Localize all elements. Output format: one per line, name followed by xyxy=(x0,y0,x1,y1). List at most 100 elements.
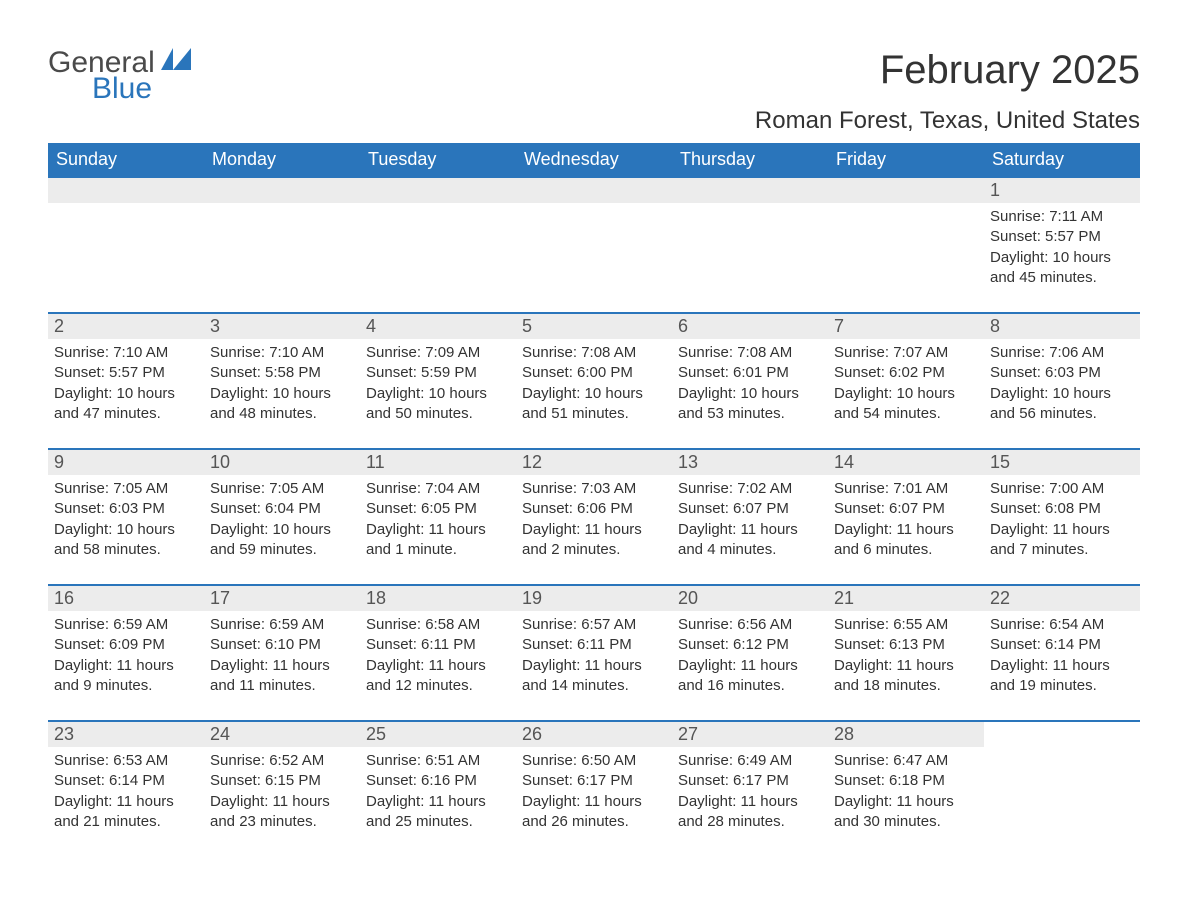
sunset-text: Sunset: 6:03 PM xyxy=(54,499,198,519)
day-number: 12 xyxy=(516,450,672,475)
day-details: Sunrise: 7:05 AMSunset: 6:04 PMDaylight:… xyxy=(204,475,360,566)
daylight-text: Daylight: 10 hours and 47 minutes. xyxy=(54,384,198,425)
daylight-text: Daylight: 11 hours and 18 minutes. xyxy=(834,656,978,697)
sunrise-text: Sunrise: 7:05 AM xyxy=(54,479,198,499)
day-cell: 18Sunrise: 6:58 AMSunset: 6:11 PMDayligh… xyxy=(360,585,516,721)
day-header: Sunday xyxy=(48,143,204,177)
day-details: Sunrise: 6:47 AMSunset: 6:18 PMDaylight:… xyxy=(828,747,984,838)
day-cell xyxy=(828,177,984,313)
day-number: 3 xyxy=(204,314,360,339)
sunset-text: Sunset: 6:01 PM xyxy=(678,363,822,383)
day-cell: 27Sunrise: 6:49 AMSunset: 6:17 PMDayligh… xyxy=(672,721,828,857)
day-details: Sunrise: 6:49 AMSunset: 6:17 PMDaylight:… xyxy=(672,747,828,838)
day-cell: 2Sunrise: 7:10 AMSunset: 5:57 PMDaylight… xyxy=(48,313,204,449)
day-details: Sunrise: 7:10 AMSunset: 5:58 PMDaylight:… xyxy=(204,339,360,430)
day-cell xyxy=(360,177,516,313)
daylight-text: Daylight: 10 hours and 45 minutes. xyxy=(990,248,1134,289)
day-number: 20 xyxy=(672,586,828,611)
sunset-text: Sunset: 6:17 PM xyxy=(522,771,666,791)
sunset-text: Sunset: 6:14 PM xyxy=(990,635,1134,655)
day-cell: 21Sunrise: 6:55 AMSunset: 6:13 PMDayligh… xyxy=(828,585,984,721)
sunset-text: Sunset: 6:03 PM xyxy=(990,363,1134,383)
daylight-text: Daylight: 11 hours and 7 minutes. xyxy=(990,520,1134,561)
day-cell xyxy=(204,177,360,313)
day-cell: 13Sunrise: 7:02 AMSunset: 6:07 PMDayligh… xyxy=(672,449,828,585)
day-header: Friday xyxy=(828,143,984,177)
sunrise-text: Sunrise: 6:49 AM xyxy=(678,751,822,771)
day-details: Sunrise: 7:09 AMSunset: 5:59 PMDaylight:… xyxy=(360,339,516,430)
sunrise-text: Sunrise: 6:55 AM xyxy=(834,615,978,635)
day-number xyxy=(204,178,360,203)
day-cell xyxy=(672,177,828,313)
sunrise-text: Sunrise: 6:54 AM xyxy=(990,615,1134,635)
sunset-text: Sunset: 5:59 PM xyxy=(366,363,510,383)
day-number: 25 xyxy=(360,722,516,747)
sunrise-text: Sunrise: 7:08 AM xyxy=(522,343,666,363)
sunrise-text: Sunrise: 6:52 AM xyxy=(210,751,354,771)
logo-text-blue: Blue xyxy=(92,74,155,104)
daylight-text: Daylight: 11 hours and 28 minutes. xyxy=(678,792,822,833)
week-row: 23Sunrise: 6:53 AMSunset: 6:14 PMDayligh… xyxy=(48,721,1140,857)
day-details: Sunrise: 6:53 AMSunset: 6:14 PMDaylight:… xyxy=(48,747,204,838)
sunset-text: Sunset: 5:57 PM xyxy=(54,363,198,383)
sunrise-text: Sunrise: 6:57 AM xyxy=(522,615,666,635)
daylight-text: Daylight: 11 hours and 30 minutes. xyxy=(834,792,978,833)
day-cell: 11Sunrise: 7:04 AMSunset: 6:05 PMDayligh… xyxy=(360,449,516,585)
day-number: 9 xyxy=(48,450,204,475)
sunrise-text: Sunrise: 6:56 AM xyxy=(678,615,822,635)
week-row: 16Sunrise: 6:59 AMSunset: 6:09 PMDayligh… xyxy=(48,585,1140,721)
day-cell: 25Sunrise: 6:51 AMSunset: 6:16 PMDayligh… xyxy=(360,721,516,857)
daylight-text: Daylight: 11 hours and 11 minutes. xyxy=(210,656,354,697)
day-cell: 9Sunrise: 7:05 AMSunset: 6:03 PMDaylight… xyxy=(48,449,204,585)
day-details: Sunrise: 7:03 AMSunset: 6:06 PMDaylight:… xyxy=(516,475,672,566)
sunset-text: Sunset: 5:57 PM xyxy=(990,227,1134,247)
day-details: Sunrise: 6:51 AMSunset: 6:16 PMDaylight:… xyxy=(360,747,516,838)
day-cell: 5Sunrise: 7:08 AMSunset: 6:00 PMDaylight… xyxy=(516,313,672,449)
daylight-text: Daylight: 11 hours and 9 minutes. xyxy=(54,656,198,697)
daylight-text: Daylight: 10 hours and 54 minutes. xyxy=(834,384,978,425)
header: General Blue February 2025 Roman Forest,… xyxy=(48,48,1140,143)
daylight-text: Daylight: 10 hours and 56 minutes. xyxy=(990,384,1134,425)
daylight-text: Daylight: 11 hours and 21 minutes. xyxy=(54,792,198,833)
day-cell: 24Sunrise: 6:52 AMSunset: 6:15 PMDayligh… xyxy=(204,721,360,857)
day-header-row: Sunday Monday Tuesday Wednesday Thursday… xyxy=(48,143,1140,177)
day-number: 5 xyxy=(516,314,672,339)
daylight-text: Daylight: 11 hours and 16 minutes. xyxy=(678,656,822,697)
day-cell: 15Sunrise: 7:00 AMSunset: 6:08 PMDayligh… xyxy=(984,449,1140,585)
day-number: 6 xyxy=(672,314,828,339)
sunset-text: Sunset: 6:14 PM xyxy=(54,771,198,791)
day-number xyxy=(828,178,984,203)
day-cell: 4Sunrise: 7:09 AMSunset: 5:59 PMDaylight… xyxy=(360,313,516,449)
day-number: 4 xyxy=(360,314,516,339)
day-cell xyxy=(48,177,204,313)
sunrise-text: Sunrise: 7:10 AM xyxy=(54,343,198,363)
day-cell: 7Sunrise: 7:07 AMSunset: 6:02 PMDaylight… xyxy=(828,313,984,449)
day-number: 19 xyxy=(516,586,672,611)
day-cell: 3Sunrise: 7:10 AMSunset: 5:58 PMDaylight… xyxy=(204,313,360,449)
day-cell: 12Sunrise: 7:03 AMSunset: 6:06 PMDayligh… xyxy=(516,449,672,585)
day-details: Sunrise: 7:02 AMSunset: 6:07 PMDaylight:… xyxy=(672,475,828,566)
day-number: 27 xyxy=(672,722,828,747)
day-number xyxy=(984,722,1140,747)
sunrise-text: Sunrise: 7:03 AM xyxy=(522,479,666,499)
day-cell xyxy=(516,177,672,313)
day-number: 28 xyxy=(828,722,984,747)
sunrise-text: Sunrise: 6:51 AM xyxy=(366,751,510,771)
week-row: 2Sunrise: 7:10 AMSunset: 5:57 PMDaylight… xyxy=(48,313,1140,449)
day-number: 23 xyxy=(48,722,204,747)
day-details: Sunrise: 6:50 AMSunset: 6:17 PMDaylight:… xyxy=(516,747,672,838)
day-cell: 8Sunrise: 7:06 AMSunset: 6:03 PMDaylight… xyxy=(984,313,1140,449)
sunset-text: Sunset: 6:11 PM xyxy=(366,635,510,655)
sunset-text: Sunset: 6:15 PM xyxy=(210,771,354,791)
day-cell: 23Sunrise: 6:53 AMSunset: 6:14 PMDayligh… xyxy=(48,721,204,857)
day-number xyxy=(360,178,516,203)
title-block: February 2025 Roman Forest, Texas, Unite… xyxy=(755,48,1140,143)
sunrise-text: Sunrise: 6:50 AM xyxy=(522,751,666,771)
sunset-text: Sunset: 6:12 PM xyxy=(678,635,822,655)
sunset-text: Sunset: 6:11 PM xyxy=(522,635,666,655)
day-details: Sunrise: 7:08 AMSunset: 6:00 PMDaylight:… xyxy=(516,339,672,430)
day-cell: 6Sunrise: 7:08 AMSunset: 6:01 PMDaylight… xyxy=(672,313,828,449)
daylight-text: Daylight: 11 hours and 25 minutes. xyxy=(366,792,510,833)
day-number: 1 xyxy=(984,178,1140,203)
day-cell: 28Sunrise: 6:47 AMSunset: 6:18 PMDayligh… xyxy=(828,721,984,857)
